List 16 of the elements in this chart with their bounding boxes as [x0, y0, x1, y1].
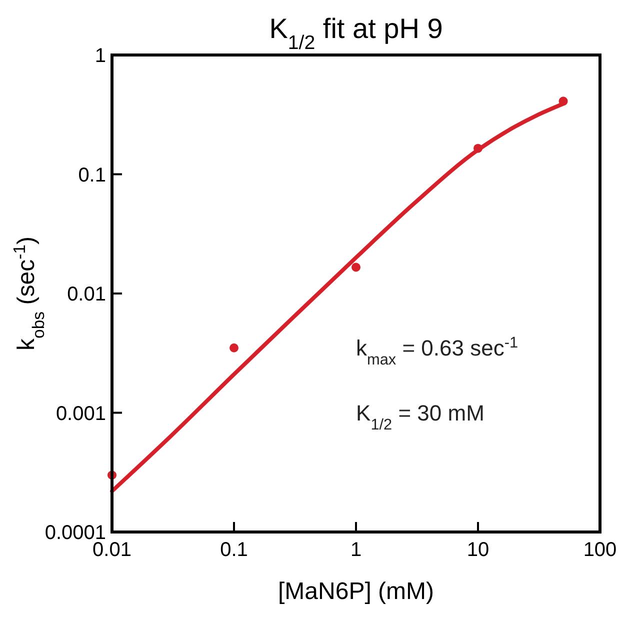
x-axis-title: [MaN6P] (mM): [278, 578, 434, 605]
chart-title: K$_{1/2}$ fit at pH 9: [269, 13, 443, 54]
point: [352, 262, 360, 272]
y-tick-label: 0.1: [78, 164, 106, 186]
x-tick-label: 10: [466, 539, 490, 561]
x-tick-label: 100: [583, 539, 617, 561]
annotation: k$_{max}$ = 0.63 sec$^{-1}$: [356, 334, 518, 368]
x-tick-label: 0.01: [92, 539, 132, 561]
x-tick-label: 0.1: [220, 539, 248, 561]
y-tick-label: 0.01: [67, 284, 106, 306]
annotation: K$_{1/2}$ = 30 mM: [356, 400, 484, 434]
y-tick-label: 0.001: [56, 402, 106, 425]
point: [474, 144, 482, 153]
y-tick-label: 1: [94, 45, 106, 67]
point: [230, 343, 238, 352]
x-tick-label: 1: [350, 539, 362, 561]
